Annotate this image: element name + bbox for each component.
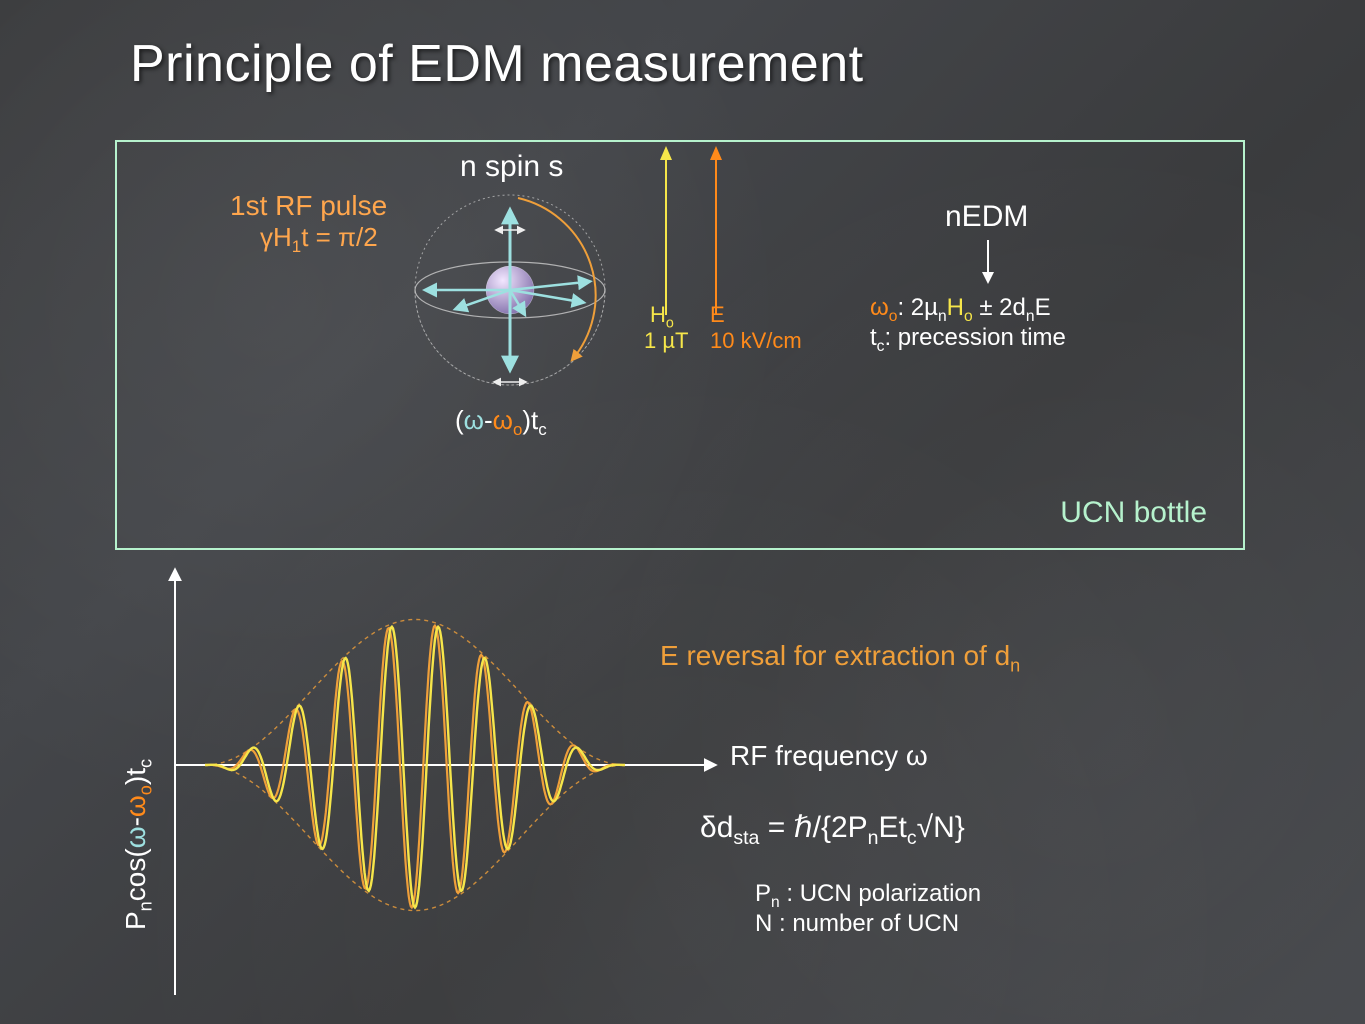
omega-eq: ωo: 2µnHo ± 2dnE xyxy=(870,294,1051,326)
e-field-value: 10 kV/cm xyxy=(710,328,802,354)
h-field-value: 1 µT xyxy=(644,328,688,354)
plot-y-label: Pncos(ω-ωo)tc xyxy=(120,759,157,930)
delta-d-equation: δdsta = ℏ/{2PnEtc√N} xyxy=(700,810,965,850)
pn-definition: Pn : UCN polarization xyxy=(755,880,981,912)
nedm-label: nEDM xyxy=(945,200,1028,234)
slide-title: Principle of EDM measurement xyxy=(130,34,864,94)
nedm-arrow-down xyxy=(987,240,989,282)
ramsey-fringe-plot xyxy=(165,565,645,985)
gamma-eq-label: γH1t = π/2 xyxy=(260,222,378,257)
h-field-arrow xyxy=(665,160,667,315)
e-field-label: E xyxy=(710,302,725,328)
e-field-arrow xyxy=(715,160,717,315)
e-reversal-label: E reversal for extraction of dn xyxy=(660,640,1020,677)
h-field-label: Ho xyxy=(650,302,674,331)
rf-pulse-label: 1st RF pulse xyxy=(230,190,387,222)
ucn-bottle-label: UCN bottle xyxy=(1060,496,1207,530)
tc-eq: tc: precession time xyxy=(870,324,1066,356)
n-definition: N : number of UCN xyxy=(755,910,959,938)
omega-minus-omegao-tc: (ω-ωo)tc xyxy=(455,405,547,440)
plot-x-label: RF frequency ω xyxy=(730,740,928,772)
bloch-sphere xyxy=(395,175,625,405)
